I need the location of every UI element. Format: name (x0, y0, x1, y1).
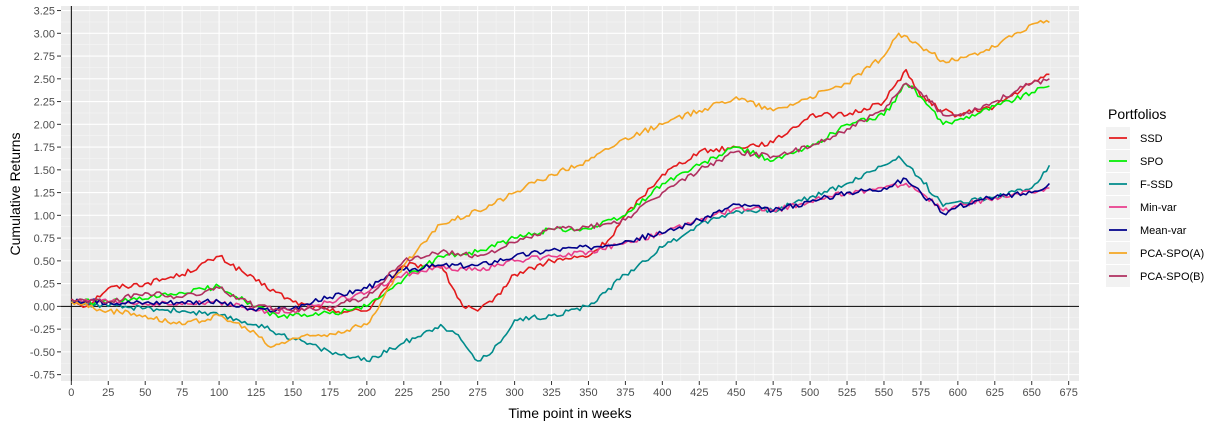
x-tick-label: 150 (284, 387, 302, 399)
y-tick-label: -0.75 (30, 370, 55, 382)
x-tick-label: 0 (68, 387, 74, 399)
x-tick-label: 125 (247, 387, 265, 399)
y-axis-title: Cumulative Returns (7, 133, 23, 256)
y-tick-label: 2.50 (34, 74, 55, 86)
x-tick-label: 525 (838, 387, 856, 399)
series-line-min-var (70, 182, 1050, 315)
legend-label: F-SSD (1140, 179, 1173, 191)
y-axis-ticks: -0.75 -0.50 -0.25 0.00 0.25 0.50 0.75 1.00 1.25 1… (30, 6, 61, 382)
series-line-pca-spo-a- (70, 19, 1050, 349)
legend-title: Portfolios (1108, 106, 1166, 122)
series-line-f-ssd (70, 155, 1051, 363)
y-tick-label: -0.25 (30, 324, 55, 336)
y-tick-label: 2.25 (34, 97, 55, 109)
x-axis-title: Time point in weeks (508, 405, 631, 421)
legend-label: Mean-var (1140, 225, 1187, 237)
x-tick-label: 575 (912, 387, 930, 399)
series-line-pca-spo-b- (70, 78, 1050, 313)
x-tick-label: 175 (321, 387, 339, 399)
x-tick-label: 600 (949, 387, 967, 399)
y-tick-label: 1.75 (34, 142, 55, 154)
y-tick-label: 3.25 (34, 6, 55, 18)
x-tick-label: 450 (727, 387, 745, 399)
x-axis-ticks: 0 25 50 75 100 125 150 175 200 225 250 275 300 325 350… (68, 381, 1078, 399)
x-tick-label: 200 (358, 387, 376, 399)
x-tick-label: 50 (139, 387, 151, 399)
x-tick-label: 650 (1023, 387, 1041, 399)
legend-label: SSD (1140, 133, 1163, 145)
x-tick-label: 375 (616, 387, 634, 399)
x-tick-label: 675 (1059, 387, 1077, 399)
x-tick-label: 500 (801, 387, 819, 399)
series-line-ssd (70, 68, 1050, 315)
x-tick-label: 350 (579, 387, 597, 399)
grid-minor (61, 6, 1079, 381)
series-lines (70, 19, 1051, 363)
legend-label: Min-var (1140, 202, 1177, 214)
x-tick-label: 550 (875, 387, 893, 399)
x-tick-label: 300 (505, 387, 523, 399)
x-tick-label: 275 (468, 387, 486, 399)
y-tick-label: 3.00 (34, 28, 55, 40)
legend-label: SPO (1140, 156, 1164, 168)
y-tick-label: 2.75 (34, 51, 55, 63)
legend-label: PCA-SPO(A) (1140, 248, 1204, 260)
x-tick-label: 625 (986, 387, 1004, 399)
y-tick-label: 1.50 (34, 165, 55, 177)
y-tick-label: 1.25 (34, 188, 55, 200)
x-tick-label: 325 (542, 387, 560, 399)
legend-label: PCA-SPO(B) (1140, 271, 1204, 283)
x-tick-label: 225 (395, 387, 413, 399)
y-tick-label: 1.00 (34, 210, 55, 222)
y-tick-label: 0.75 (34, 233, 55, 245)
x-tick-label: 425 (690, 387, 708, 399)
reference-lines (61, 6, 1079, 381)
y-tick-label: 0.25 (34, 279, 55, 291)
x-tick-label: 25 (102, 387, 114, 399)
x-tick-label: 100 (210, 387, 228, 399)
x-tick-label: 475 (764, 387, 782, 399)
x-tick-label: 400 (653, 387, 671, 399)
series-line-mean-var (70, 177, 1050, 313)
y-tick-label: 0.50 (34, 256, 55, 268)
x-tick-label: 75 (176, 387, 188, 399)
y-tick-label: -0.50 (30, 347, 55, 359)
y-tick-label: 0.00 (34, 301, 55, 313)
legend: Portfolios SSD SPO F-SSD Min-var Mean-var PCA… (1106, 106, 1204, 287)
y-tick-label: 2.00 (34, 119, 55, 131)
x-tick-label: 250 (432, 387, 450, 399)
